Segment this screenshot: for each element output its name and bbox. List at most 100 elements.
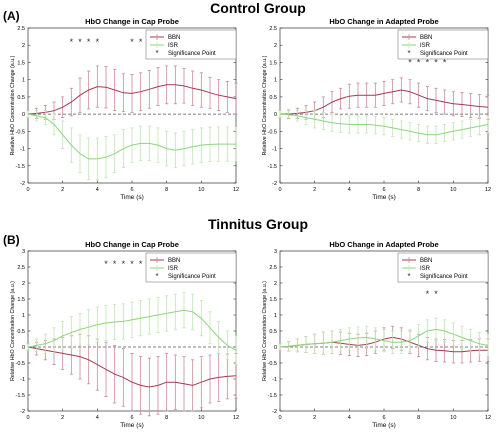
y-tick-label: -1.5 [268,164,277,170]
y-tick-label: 1 [274,313,277,319]
y-tick-label: 1 [22,78,25,84]
significance-marker: * [434,289,438,299]
x-tick-label: 4 [96,415,99,421]
significance-marker: * [122,259,126,269]
x-tick-label: 6 [130,187,133,193]
legend-label-bbn: BBN [420,258,432,264]
series-line-bbn [27,346,237,388]
legend-label-significance: Significance Point [420,51,468,57]
chart-panel-4: -2 -1.5 -1 -0.5 0 0.5 1 1.5 2 2.5 3 0 2 4 6 8 10 12 Time (… [262,240,491,429]
legend: BBN ISR * Significance Point [397,252,489,283]
panel-title: HbO Change in Cap Probe [85,17,179,26]
y-tick-label: 1 [274,78,277,84]
y-tick-label: 1.5 [269,60,277,66]
y-tick-label: 3 [274,249,277,255]
y-tick-label: -2 [272,181,277,187]
y-tick-label: -1.5 [16,164,25,170]
x-tick-label: 12 [233,187,239,193]
x-tick-label: 4 [348,187,351,193]
y-axis-label: Relative HbO Concentration Change (a.u.) [10,281,16,381]
x-tick-label: 0 [26,415,29,421]
y-tick-label: -0.5 [16,361,25,367]
y-tick-label: 1.5 [17,60,25,66]
x-axis-label: Time (s) [372,422,396,429]
legend-label-bbn: BBN [168,35,180,41]
y-tick-label: 2 [22,43,25,49]
legend-marker-symbol: * [407,49,410,58]
x-axis-label: Time (s) [120,422,144,429]
series-line-bbn [27,84,237,115]
legend-label-isr: ISR [168,43,179,49]
x-tick-label: 0 [278,415,281,421]
x-tick-label: 4 [96,187,99,193]
x-tick-label: 10 [198,187,204,193]
group-label-b: (B) [3,233,20,247]
x-tick-label: 2 [61,415,64,421]
significance-marker: * [417,57,421,67]
legend-label-isr: ISR [420,43,431,49]
significance-marker: * [426,289,430,299]
x-axis-label: Time (s) [120,194,144,201]
legend-marker-symbol: * [407,272,410,281]
y-tick-label: -2 [20,409,25,415]
legend-label-significance: Significance Point [168,274,216,280]
panel-title: HbO Change in Adapted Probe [329,240,438,249]
significance-marker: * [104,259,108,269]
chart-panel-2: -2 -1.5 -1 -0.5 0 0.5 1 1.5 2 2.5 0 2 4 6 8 10 12 Time (s… [262,17,491,201]
legend: BBN ISR * Significance Point [145,29,237,60]
significance-marker: * [443,57,447,67]
x-tick-label: 2 [313,187,316,193]
significance-marker: * [139,37,143,47]
y-tick-label: 2 [274,281,277,287]
legend-label-bbn: BBN [168,258,180,264]
y-axis-label: Relative HbO Concentration Change (a.u.) [262,55,268,155]
y-tick-label: 0 [274,345,277,351]
significance-marker: * [96,37,100,47]
y-tick-label: 0 [22,345,25,351]
legend-label-significance: Significance Point [420,274,468,280]
y-tick-label: 0.5 [269,95,277,101]
y-tick-label: -0.5 [268,361,277,367]
y-tick-label: 2.5 [269,265,277,271]
series-line-isr [27,309,237,351]
series-line-isr [279,328,489,348]
y-tick-label: -1.5 [16,393,25,399]
significance-marker: * [139,259,143,269]
group-title-control: Control Group [210,0,306,16]
y-tick-label: 2.5 [17,26,25,32]
y-tick-label: -1 [272,147,277,153]
significance-marker: * [87,37,91,47]
chart-panel-3: -2 -1.5 -1 -0.5 0 0.5 1 1.5 2 2.5 3 0 2 4 6 8 10 12 Time (… [10,240,239,429]
significance-marker: * [130,37,134,47]
significance-marker: * [426,57,430,67]
y-tick-label: -1 [20,147,25,153]
significance-marker: * [78,37,82,47]
legend-label-bbn: BBN [420,35,432,41]
x-tick-label: 8 [165,415,168,421]
x-tick-label: 0 [26,187,29,193]
legend: BBN ISR * Significance Point [145,252,237,283]
legend-marker-symbol: * [155,272,158,281]
y-tick-label: -1.5 [268,393,277,399]
x-tick-label: 6 [130,415,133,421]
x-tick-label: 12 [233,415,239,421]
x-tick-label: 8 [165,187,168,193]
y-tick-label: 2 [274,43,277,49]
y-axis-label: Relative HbO Concentration Change (a.u.) [10,55,16,155]
x-tick-label: 10 [450,187,456,193]
y-tick-label: 2.5 [17,265,25,271]
y-tick-label: 2.5 [269,26,277,32]
chart-panel-1: -2 -1.5 -1 -0.5 0 0.5 1 1.5 2 2.5 0 2 4 6 8 10 12 Time (s… [10,17,239,201]
x-tick-label: 10 [198,415,204,421]
x-tick-label: 12 [485,415,491,421]
y-tick-label: -0.5 [16,129,25,135]
x-tick-label: 0 [278,187,281,193]
x-tick-label: 2 [313,415,316,421]
significance-marker: * [408,57,412,67]
significance-marker: * [113,259,117,269]
x-tick-label: 2 [61,187,64,193]
significance-marker: * [434,57,438,67]
series-line-isr [279,113,489,136]
y-tick-label: 0.5 [17,95,25,101]
y-tick-label: 1.5 [17,297,25,303]
